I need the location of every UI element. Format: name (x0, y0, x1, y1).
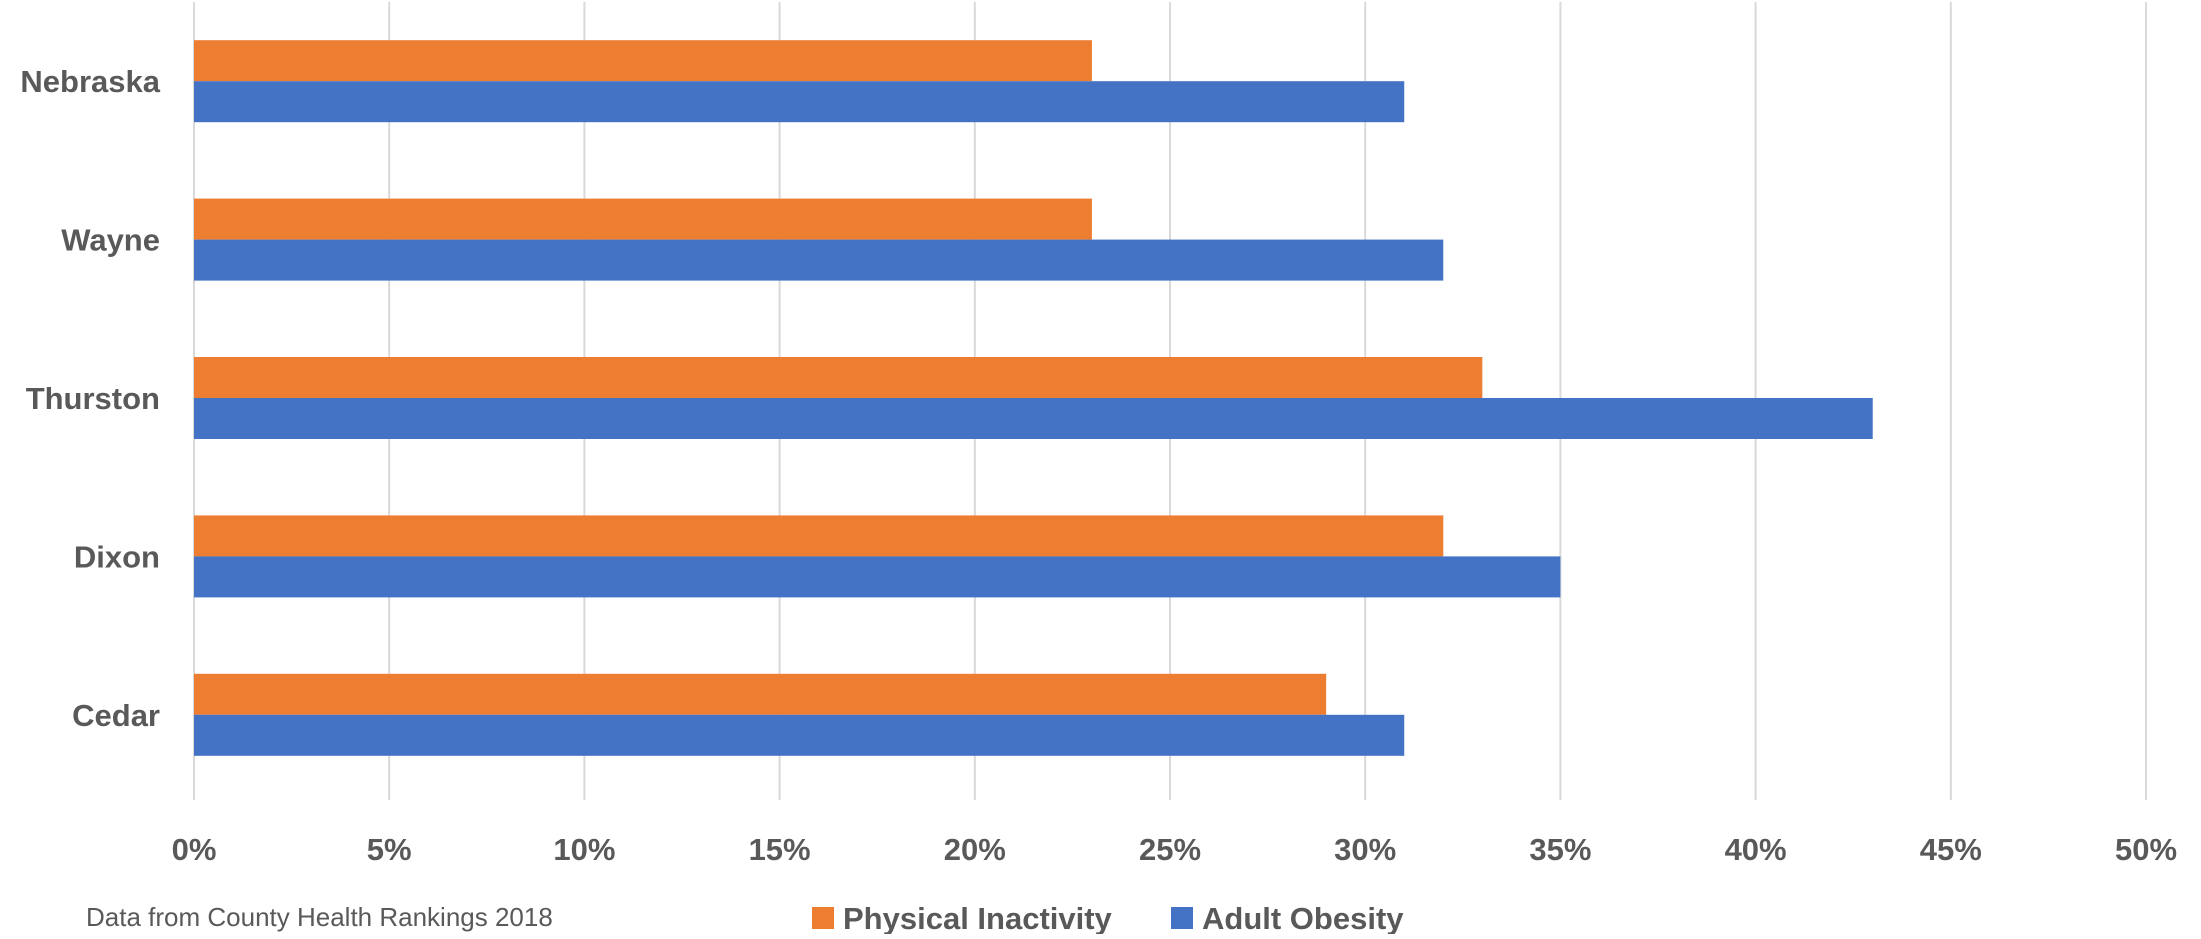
x-tick-label: 45% (1920, 832, 1982, 867)
x-axis-tick-labels: 0% 5% 10% 15% 20% 25% 30% 35% 40% 45% 50% (172, 832, 2177, 867)
bar-adult-obesity (194, 398, 1873, 439)
bar-physical-inactivity (194, 515, 1443, 556)
category-label: Cedar (72, 698, 160, 733)
source-note: Data from County Health Rankings 2018 (86, 902, 553, 933)
bar-adult-obesity (194, 556, 1560, 597)
x-tick-label: 5% (367, 832, 412, 867)
category-label: Nebraska (20, 64, 160, 99)
bar-adult-obesity (194, 240, 1443, 281)
bar-physical-inactivity (194, 40, 1092, 81)
category-label: Thurston (26, 381, 160, 416)
category-label: Dixon (74, 539, 160, 574)
bar-adult-obesity (194, 81, 1404, 122)
x-tick-label: 40% (1725, 832, 1787, 867)
category-label: Wayne (61, 223, 160, 258)
bar-physical-inactivity (194, 357, 1482, 398)
legend-swatch-adult-obesity (1171, 907, 1193, 929)
x-tick-label: 10% (553, 832, 615, 867)
x-tick-label: 0% (172, 832, 217, 867)
category-labels: Nebraska Wayne Thurston Dixon Cedar (20, 64, 160, 733)
bar-adult-obesity (194, 715, 1404, 756)
x-tick-label: 15% (749, 832, 811, 867)
x-tick-label: 50% (2115, 832, 2177, 867)
x-tick-label: 30% (1334, 832, 1396, 867)
legend-label-physical-inactivity: Physical Inactivity (843, 901, 1113, 934)
x-tick-label: 20% (944, 832, 1006, 867)
legend-label-adult-obesity: Adult Obesity (1202, 901, 1404, 934)
legend: Physical Inactivity Adult Obesity (812, 901, 1404, 934)
bar-physical-inactivity (194, 199, 1092, 240)
bars (194, 40, 1873, 756)
x-tick-label: 35% (1529, 832, 1591, 867)
legend-swatch-physical-inactivity (812, 907, 834, 929)
x-tick-label: 25% (1139, 832, 1201, 867)
bar-physical-inactivity (194, 674, 1326, 715)
